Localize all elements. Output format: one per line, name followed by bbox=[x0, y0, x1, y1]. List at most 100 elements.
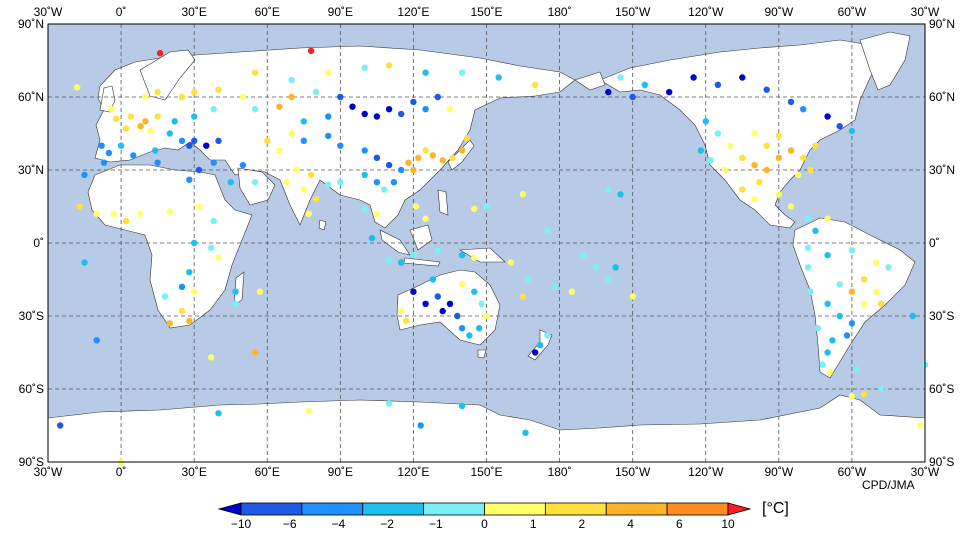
lon-tick-top: 90˚E bbox=[328, 5, 353, 19]
station-point bbox=[848, 247, 856, 254]
lon-tick-bottom: 150˚W bbox=[615, 465, 651, 479]
legend-label: 10 bbox=[721, 517, 735, 531]
station-point bbox=[756, 179, 763, 186]
station-point bbox=[726, 142, 734, 149]
station-point bbox=[283, 179, 290, 186]
station-point bbox=[829, 337, 836, 344]
lon-tick-top: 0˚ bbox=[116, 5, 127, 19]
station-point bbox=[288, 76, 295, 84]
station-point bbox=[312, 196, 320, 203]
station-point bbox=[666, 88, 673, 96]
station-point bbox=[178, 283, 186, 290]
station-point bbox=[877, 300, 885, 307]
station-point bbox=[373, 154, 381, 161]
station-point bbox=[836, 123, 843, 130]
station-point bbox=[210, 106, 217, 113]
lat-tick-right: 60˚S bbox=[929, 382, 954, 396]
station-point bbox=[804, 215, 812, 222]
station-point bbox=[276, 147, 283, 154]
station-point bbox=[156, 50, 164, 57]
station-point bbox=[536, 342, 544, 349]
lon-tick-bottom: 150˚E bbox=[470, 465, 502, 479]
lat-tick-right: 30˚N bbox=[929, 163, 955, 177]
land-sri-lanka bbox=[318, 219, 327, 231]
station-point bbox=[191, 88, 198, 96]
station-point bbox=[522, 429, 529, 436]
legend-label: 6 bbox=[676, 517, 683, 531]
station-point bbox=[532, 349, 539, 356]
station-point bbox=[361, 171, 368, 179]
station-point bbox=[227, 179, 234, 186]
station-point bbox=[714, 81, 722, 89]
station-point bbox=[739, 74, 746, 81]
station-point bbox=[81, 259, 88, 266]
station-point bbox=[471, 254, 478, 261]
station-point bbox=[385, 256, 393, 264]
station-point bbox=[814, 325, 821, 332]
lon-tick-top: 60˚E bbox=[255, 5, 280, 19]
station-point bbox=[909, 312, 916, 320]
station-point bbox=[707, 157, 714, 164]
station-point bbox=[739, 154, 746, 161]
legend-label: −2 bbox=[380, 517, 394, 531]
station-point bbox=[422, 147, 429, 154]
lat-tick-left: 30˚N bbox=[18, 163, 44, 177]
lat-tick-left: 90˚S bbox=[19, 455, 44, 469]
station-point bbox=[276, 103, 283, 110]
station-point bbox=[152, 147, 159, 154]
station-point bbox=[417, 422, 424, 429]
station-point bbox=[288, 130, 295, 137]
station-point bbox=[439, 157, 446, 164]
station-point bbox=[385, 161, 393, 169]
lat-tick-right: 60˚N bbox=[929, 90, 955, 104]
station-point bbox=[178, 93, 186, 101]
lat-tick-right: 90˚N bbox=[929, 17, 955, 31]
legend-arrow-high bbox=[727, 502, 752, 516]
station-point bbox=[108, 106, 115, 113]
station-point bbox=[763, 142, 770, 149]
station-point bbox=[349, 103, 356, 110]
station-point bbox=[873, 288, 880, 295]
station-point bbox=[763, 166, 770, 174]
station-point bbox=[860, 300, 868, 307]
land-greenland bbox=[859, 31, 911, 91]
station-point bbox=[454, 312, 461, 320]
station-point bbox=[98, 142, 105, 149]
station-point bbox=[232, 288, 239, 295]
station-point bbox=[410, 166, 417, 174]
station-point bbox=[215, 137, 222, 144]
station-point bbox=[629, 293, 636, 300]
station-point bbox=[398, 166, 405, 174]
station-point bbox=[775, 154, 782, 161]
lat-tick-right: 30˚S bbox=[929, 309, 954, 323]
station-point bbox=[787, 147, 795, 154]
lon-tick-top: 60˚W bbox=[838, 5, 867, 19]
lon-tick-bottom: 120˚W bbox=[688, 465, 724, 479]
station-point bbox=[154, 159, 161, 166]
station-point bbox=[775, 132, 782, 140]
station-point bbox=[191, 239, 198, 247]
station-point bbox=[580, 252, 588, 259]
station-point bbox=[714, 130, 722, 137]
station-point bbox=[458, 252, 466, 259]
lon-tick-bottom: 30˚W bbox=[34, 465, 63, 479]
legend-label: 4 bbox=[627, 517, 634, 531]
land-africa bbox=[87, 164, 253, 329]
land-madagascar bbox=[233, 271, 245, 306]
lon-tick-bottom: 60˚W bbox=[838, 465, 867, 479]
station-point bbox=[300, 137, 307, 144]
station-point bbox=[807, 166, 814, 174]
lon-tick-top: 30˚W bbox=[911, 5, 940, 19]
station-point bbox=[824, 113, 831, 120]
lon-tick-bottom: 30˚E bbox=[181, 465, 206, 479]
legend-label: −10 bbox=[231, 517, 252, 531]
station-point bbox=[434, 247, 441, 254]
station-point bbox=[385, 106, 393, 113]
station-point bbox=[325, 113, 332, 120]
station-point bbox=[398, 259, 405, 266]
station-point bbox=[544, 332, 551, 339]
station-point bbox=[191, 113, 198, 120]
station-point bbox=[300, 118, 307, 125]
station-point bbox=[251, 179, 259, 186]
